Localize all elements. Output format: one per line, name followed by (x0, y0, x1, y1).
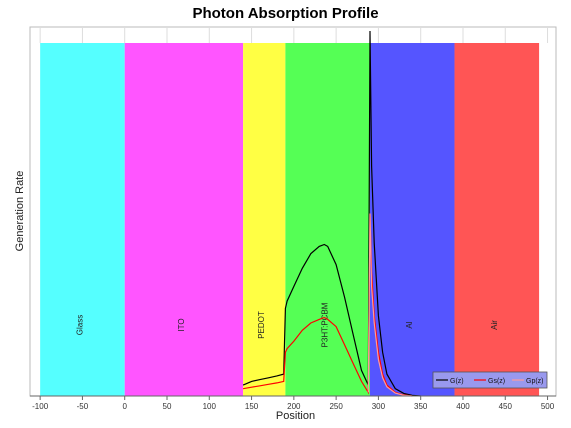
layer-bands: Glass ITO PEDOT P3HT:PCBM Al Air (29, 26, 557, 397)
x-tick-label-3: 50 (163, 402, 172, 411)
legend-label-0: G(z) (450, 378, 464, 385)
x-tick-label-1: -50 (77, 402, 89, 411)
series-line-2 (367, 213, 413, 397)
x-tick-label-0: -100 (32, 402, 49, 411)
legend: G(z) Gs(z) Gp(z) (432, 371, 548, 389)
chart-title: Photon Absorption Profile (192, 5, 379, 22)
layer-label-1: ITO (177, 318, 186, 331)
curves (242, 30, 421, 397)
layer-band-3 (285, 43, 370, 396)
x-tick-label-9: 350 (414, 402, 428, 411)
legend-label-2: Gp(z) (526, 378, 544, 385)
x-tick-label-5: 150 (245, 402, 259, 411)
axes: -100 -50 0 50 100 150 200 250 300 350 400 450 500 (30, 395, 556, 411)
x-tick-label-7: 250 (329, 402, 343, 411)
x-tick-label-11: 450 (499, 402, 513, 411)
grid-lines (39, 27, 549, 43)
series-line-0 (242, 30, 421, 397)
layer-band-5 (454, 43, 540, 396)
x-tick-label-10: 400 (456, 402, 470, 411)
x-tick-label-12: 500 (541, 402, 555, 411)
layer-label-2: PEDOT (257, 311, 266, 339)
layer-label-3: P3HT:PCBM (321, 302, 330, 347)
series-line-1 (242, 213, 413, 397)
legend-label-1: Gs(z) (488, 378, 505, 385)
x-tick-label-4: 100 (203, 402, 217, 411)
layer-band-0 (40, 43, 125, 396)
legend-box (432, 371, 548, 389)
layer-label-4: Al (405, 321, 414, 328)
layer-label-0: Glass (75, 315, 84, 335)
x-tick-label-6: 200 (287, 402, 301, 411)
x-tick-label-8: 300 (372, 402, 386, 411)
layer-band-2 (243, 43, 286, 396)
layer-label-5: Air (490, 320, 499, 330)
x-axis-label: Position (275, 410, 316, 422)
layer-band-1 (124, 43, 244, 396)
x-tick-label-2: 0 (122, 402, 127, 411)
layer-band-4 (369, 43, 455, 396)
